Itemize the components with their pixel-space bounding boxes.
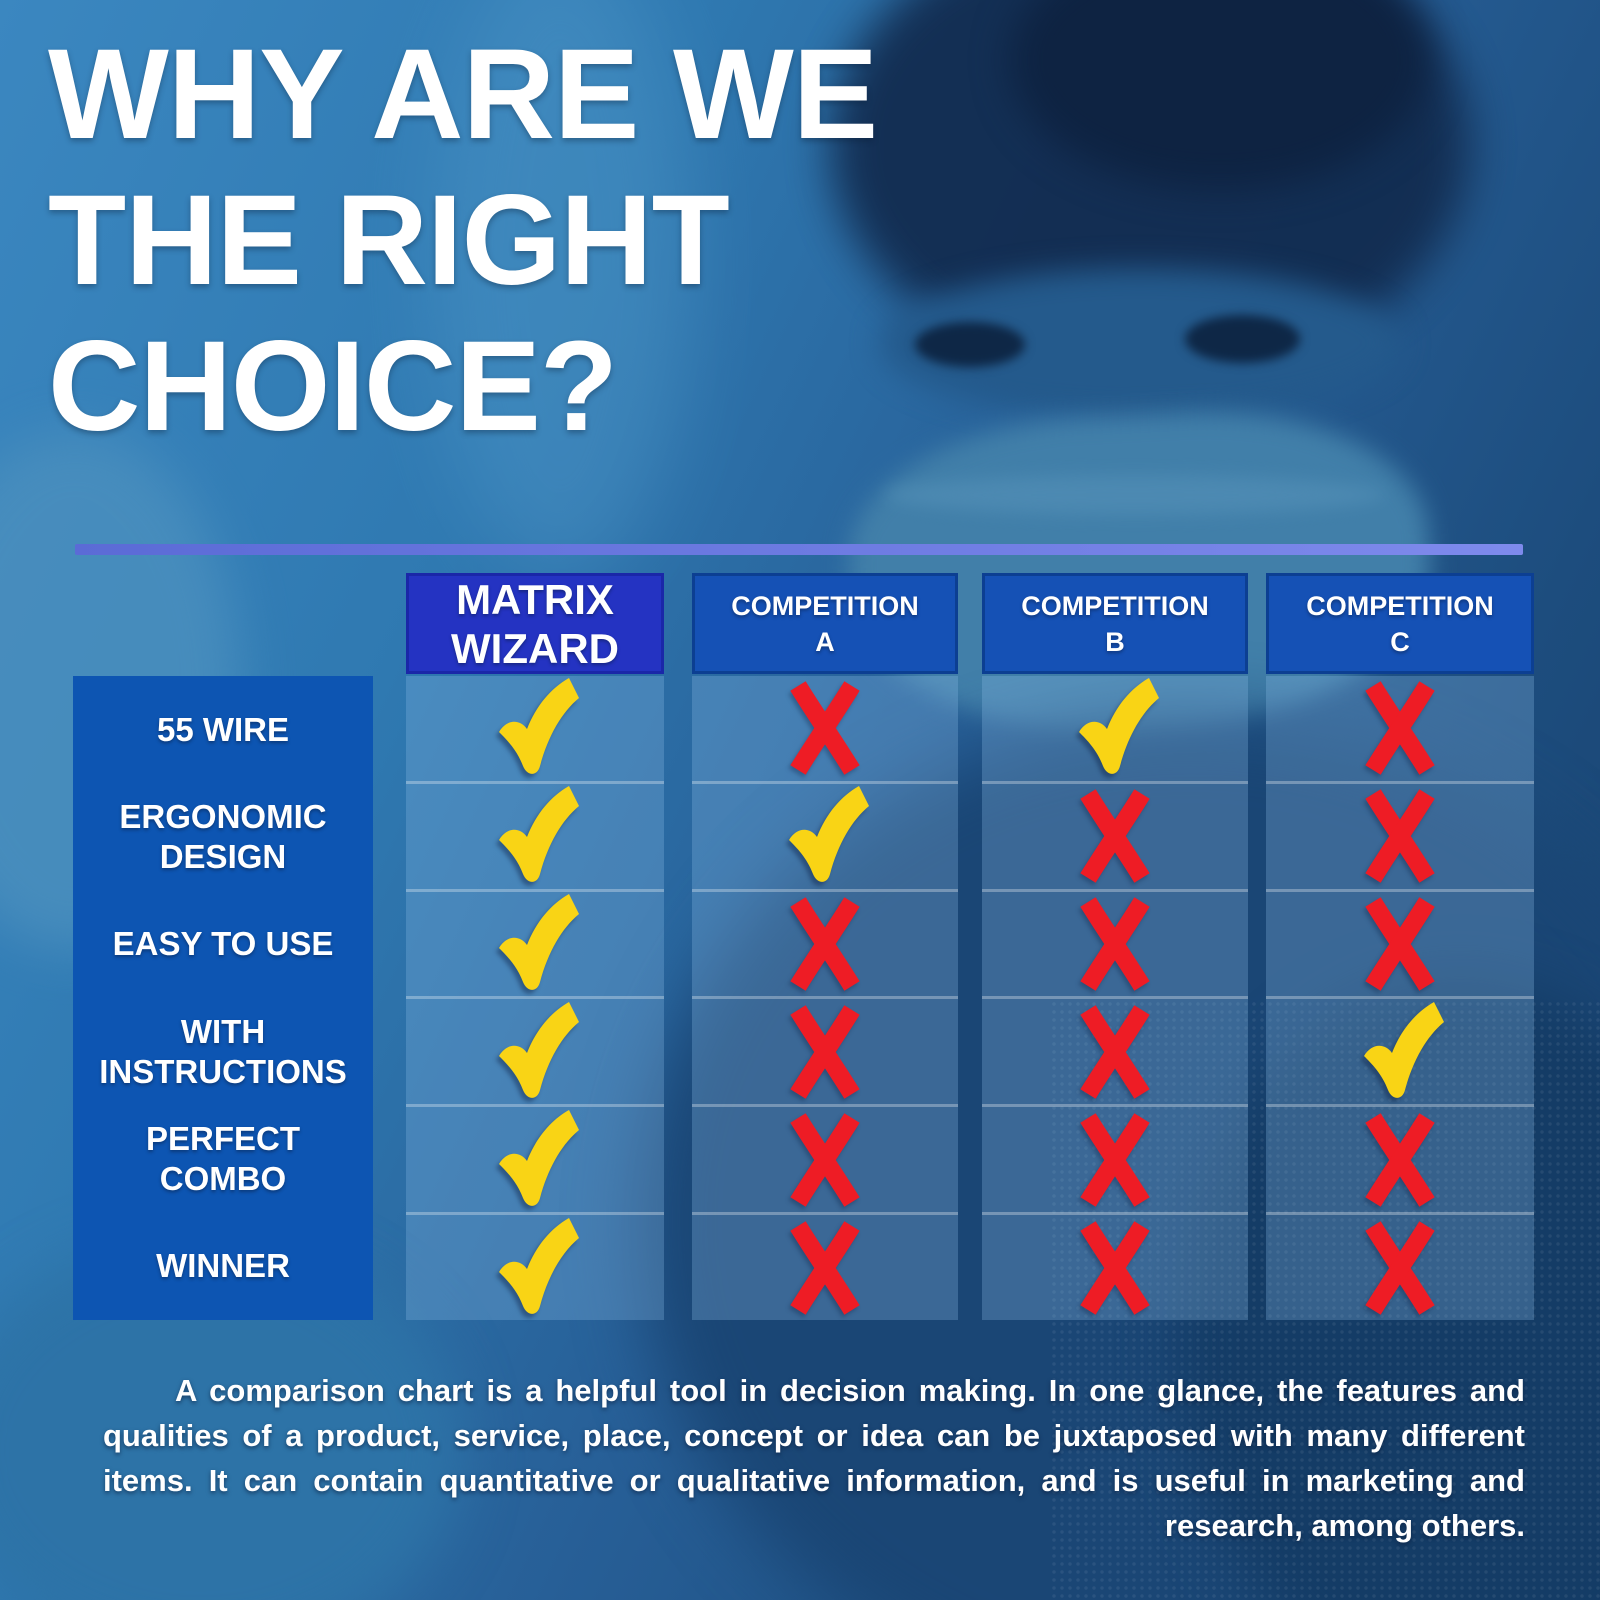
cross-mark-icon — [1080, 1005, 1150, 1099]
check-mark-cell — [982, 676, 1248, 784]
surgeon-left-eye-shape — [915, 322, 1025, 367]
check-mark-icon — [499, 894, 579, 990]
cross-mark-icon — [790, 1005, 860, 1099]
check-mark-icon — [499, 786, 579, 883]
cross-mark-icon — [790, 1113, 860, 1207]
cross-mark-icon — [1080, 1113, 1150, 1207]
feature-label: PERFECT COMBO — [145, 1119, 300, 1197]
cross-mark-cell — [982, 892, 1248, 1000]
check-mark-icon — [499, 1217, 579, 1314]
feature-label: ERGONOMIC DESIGN — [119, 797, 327, 875]
cross-mark-icon — [1080, 789, 1150, 883]
cross-mark-icon — [790, 681, 860, 776]
cross-mark-icon — [1365, 789, 1435, 883]
competition-a-marks-column — [692, 676, 958, 1320]
cross-mark-icon — [1080, 1220, 1150, 1315]
cross-mark-icon — [790, 1220, 860, 1315]
column-header-competition-c: COMPETITION C — [1266, 573, 1534, 674]
check-mark-cell — [406, 1107, 664, 1216]
check-mark-cell — [406, 1215, 664, 1320]
cross-mark-cell — [692, 1107, 958, 1216]
check-mark-cell — [406, 784, 664, 892]
cross-mark-cell — [692, 676, 958, 784]
footer-paragraph: A comparison chart is a helpful tool in … — [103, 1373, 1525, 1543]
divider-line — [75, 544, 1523, 555]
check-mark-cell — [406, 892, 664, 1000]
feature-label: WINNER — [156, 1247, 290, 1285]
competition-b-marks-column — [982, 676, 1248, 1320]
check-mark-icon — [1364, 1001, 1444, 1098]
matrix-wizard-marks-column — [406, 676, 664, 1320]
column-header-competition-a: COMPETITION A — [692, 573, 958, 674]
cross-mark-icon — [1365, 1113, 1435, 1207]
cross-mark-cell — [692, 1215, 958, 1320]
check-mark-cell — [692, 784, 958, 892]
check-mark-icon — [499, 1109, 579, 1206]
column-header-competition-b: COMPETITION B — [982, 573, 1248, 674]
check-mark-icon — [1079, 678, 1159, 775]
feature-label: 55 WIRE — [156, 710, 290, 748]
check-mark-icon — [499, 678, 579, 775]
check-mark-cell — [406, 676, 664, 784]
surgeon-right-eye-shape — [1185, 315, 1300, 363]
window-light-shape — [430, 0, 690, 580]
cross-mark-cell — [982, 784, 1248, 892]
cross-mark-cell — [982, 999, 1248, 1108]
cross-mark-cell — [1266, 784, 1534, 892]
cross-mark-cell — [982, 1107, 1248, 1216]
cross-mark-cell — [1266, 1215, 1534, 1320]
cross-mark-icon — [1365, 1220, 1435, 1315]
cross-mark-icon — [1365, 897, 1435, 991]
competition-c-marks-column — [1266, 676, 1534, 1320]
check-mark-cell — [406, 999, 664, 1108]
cross-mark-cell — [1266, 1107, 1534, 1216]
cross-mark-icon — [1365, 681, 1435, 776]
page-title: WHY ARE WE THE RIGHT CHOICE? — [48, 23, 878, 458]
column-header-matrix-wizard: MATRIX WIZARD — [406, 573, 664, 674]
cross-mark-icon — [1080, 897, 1150, 991]
check-mark-icon — [789, 786, 869, 883]
check-mark-icon — [499, 1001, 579, 1098]
feature-label: WITH INSTRUCTIONS — [99, 1012, 347, 1090]
cross-mark-cell — [1266, 892, 1534, 1000]
cross-mark-cell — [692, 892, 958, 1000]
feature-label: EASY TO USE — [112, 925, 334, 963]
surgeon-mask-fold-shape — [885, 475, 1385, 515]
feature-label-column: 55 WIRE ERGONOMIC DESIGN EASY TO USE WITH I… — [73, 676, 373, 1320]
cross-mark-icon — [790, 897, 860, 991]
cross-mark-cell — [1266, 676, 1534, 784]
cross-mark-cell — [692, 999, 958, 1108]
check-mark-cell — [1266, 999, 1534, 1108]
cross-mark-cell — [982, 1215, 1248, 1320]
